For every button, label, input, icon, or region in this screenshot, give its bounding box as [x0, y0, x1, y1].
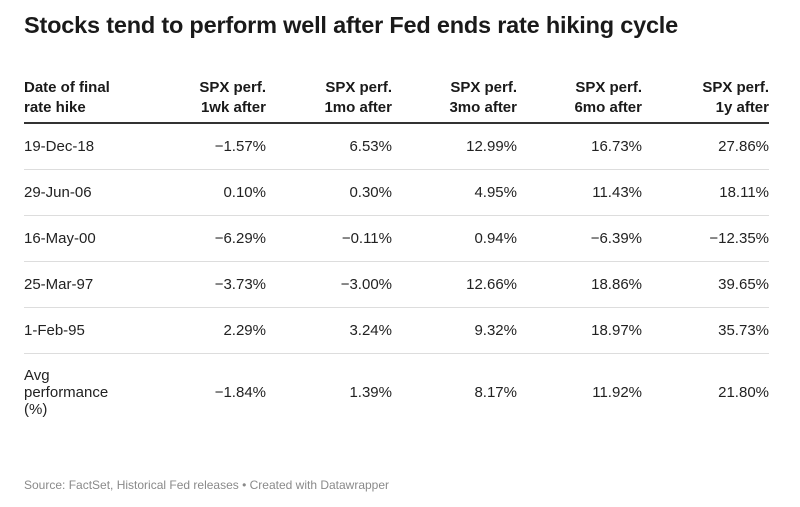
table-row: 25-Mar-97 −3.73% −3.00% 12.66% 18.86% 39…	[24, 261, 769, 308]
cell-date: 16-May-00	[24, 215, 140, 262]
cell-1y: 35.73%	[642, 307, 769, 354]
col-header-1y: SPX perf. 1y after	[642, 70, 769, 124]
table-row: 19-Dec-18 −1.57% 6.53% 12.99% 16.73% 27.…	[24, 123, 769, 170]
source-note: Source: FactSet, Historical Fed releases…	[24, 478, 390, 492]
cell-1y: 21.80%	[718, 383, 769, 401]
cell-3mo: 0.94%	[392, 215, 517, 262]
cell-1mo: −0.11%	[266, 215, 392, 262]
cell-1mo: 1.39%	[349, 383, 392, 401]
performance-table: Date of final rate hike SPX perf. 1wk af…	[24, 70, 769, 431]
col-header-date: Date of final rate hike	[24, 70, 140, 124]
cell-1y: 18.11%	[642, 169, 769, 216]
cell-1wk: −3.73%	[140, 261, 266, 308]
cell-3mo: 4.95%	[392, 169, 517, 216]
table-row: 16-May-00 −6.29% −0.11% 0.94% −6.39% −12…	[24, 215, 769, 262]
cell-3mo: 12.66%	[392, 261, 517, 308]
cell-6mo: 18.97%	[517, 307, 642, 354]
summary-row: Avg performance (%) −1.84% 1.39% 8.17% 1…	[24, 353, 769, 431]
cell-summary-label: Avg performance (%)	[24, 366, 109, 418]
table-row: 1-Feb-95 2.29% 3.24% 9.32% 18.97% 35.73%	[24, 307, 769, 354]
cell-6mo: 16.73%	[517, 123, 642, 170]
table-row: 29-Jun-06 0.10% 0.30% 4.95% 11.43% 18.11…	[24, 169, 769, 216]
cell-6mo: −6.39%	[517, 215, 642, 262]
cell-1mo: 6.53%	[266, 123, 392, 170]
cell-6mo: 18.86%	[517, 261, 642, 308]
cell-1wk: 2.29%	[140, 307, 266, 354]
cell-3mo: 9.32%	[392, 307, 517, 354]
cell-1y: −12.35%	[642, 215, 769, 262]
col-header-1wk: SPX perf. 1wk after	[140, 70, 266, 124]
header-row: Date of final rate hike SPX perf. 1wk af…	[24, 70, 769, 124]
cell-1mo: 0.30%	[266, 169, 392, 216]
col-header-3mo: SPX perf. 3mo after	[392, 70, 517, 124]
cell-date: 1-Feb-95	[24, 307, 140, 354]
cell-6mo: 11.43%	[517, 169, 642, 216]
cell-1wk: −6.29%	[140, 215, 266, 262]
col-header-1mo: SPX perf. 1mo after	[266, 70, 392, 124]
cell-6mo: 11.92%	[592, 383, 642, 401]
col-header-6mo: SPX perf. 6mo after	[517, 70, 642, 124]
cell-1wk: 0.10%	[140, 169, 266, 216]
cell-1mo: 3.24%	[266, 307, 392, 354]
cell-3mo: 12.99%	[392, 123, 517, 170]
cell-date: 25-Mar-97	[24, 261, 140, 308]
cell-date: 19-Dec-18	[24, 123, 140, 170]
cell-1wk: −1.57%	[140, 123, 266, 170]
cell-date: 29-Jun-06	[24, 169, 140, 216]
cell-1wk: −1.84%	[214, 383, 266, 401]
cell-1mo: −3.00%	[266, 261, 392, 308]
cell-1y: 27.86%	[642, 123, 769, 170]
cell-1y: 39.65%	[642, 261, 769, 308]
cell-3mo: 8.17%	[474, 383, 517, 401]
chart-title: Stocks tend to perform well after Fed en…	[24, 12, 679, 38]
